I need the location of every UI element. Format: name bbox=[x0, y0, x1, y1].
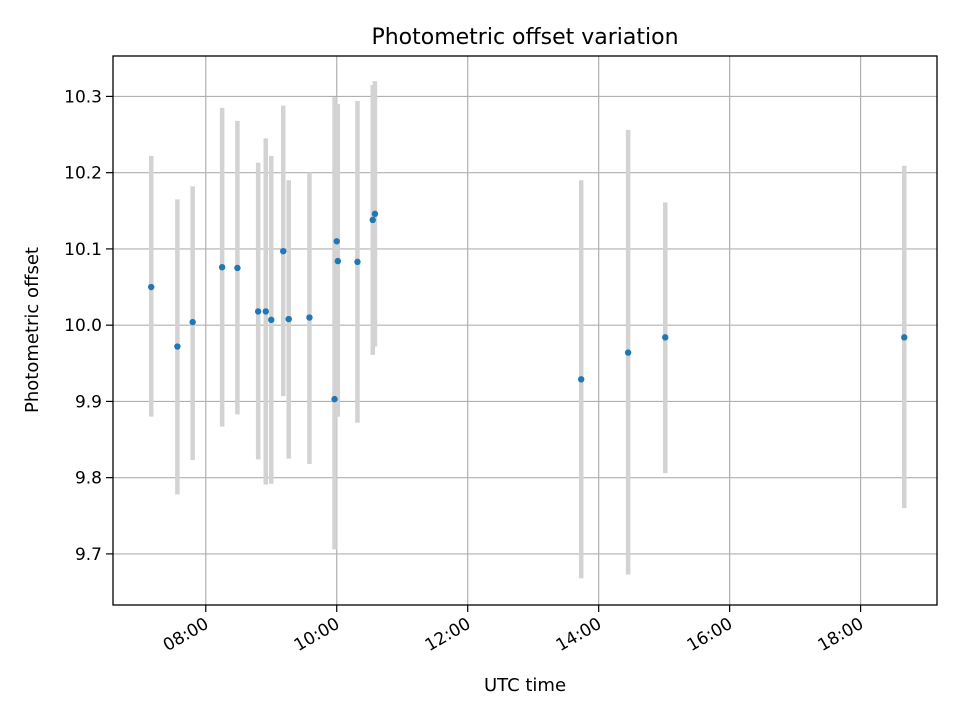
data-point bbox=[624, 349, 632, 356]
data-point bbox=[234, 264, 241, 272]
y-tick-label: 10.2 bbox=[64, 164, 102, 184]
data-point bbox=[218, 264, 226, 271]
y-tick-label: 10.1 bbox=[64, 240, 102, 260]
y-axis-label: Photometric offset bbox=[22, 247, 43, 413]
x-axis-label: UTC time bbox=[484, 675, 566, 696]
data-point bbox=[189, 318, 196, 326]
y-tick-label: 9.7 bbox=[75, 545, 102, 565]
data-point bbox=[331, 395, 338, 403]
data-point bbox=[306, 314, 313, 321]
y-tick-label: 9.8 bbox=[75, 469, 102, 489]
data-point bbox=[333, 238, 340, 245]
data-point bbox=[334, 257, 342, 265]
data-point bbox=[578, 376, 585, 383]
data-point bbox=[254, 308, 262, 315]
data-points bbox=[147, 210, 908, 403]
data-point bbox=[280, 248, 287, 255]
data-point bbox=[174, 343, 181, 350]
grid-lines bbox=[113, 56, 937, 605]
plot-area-frame bbox=[112, 55, 938, 606]
data-point bbox=[371, 210, 379, 218]
data-point bbox=[147, 283, 155, 291]
data-point bbox=[369, 216, 376, 224]
y-tick-label: 9.9 bbox=[75, 392, 102, 412]
chart-title: Photometric offset variation bbox=[371, 25, 678, 50]
y-tick-label: 10.3 bbox=[64, 87, 102, 107]
data-point bbox=[901, 334, 908, 341]
data-point bbox=[262, 308, 269, 315]
data-point bbox=[268, 316, 275, 324]
data-point bbox=[662, 334, 669, 341]
y-tick-label: 10.0 bbox=[64, 316, 102, 336]
data-point bbox=[354, 258, 361, 266]
data-point bbox=[285, 315, 292, 323]
